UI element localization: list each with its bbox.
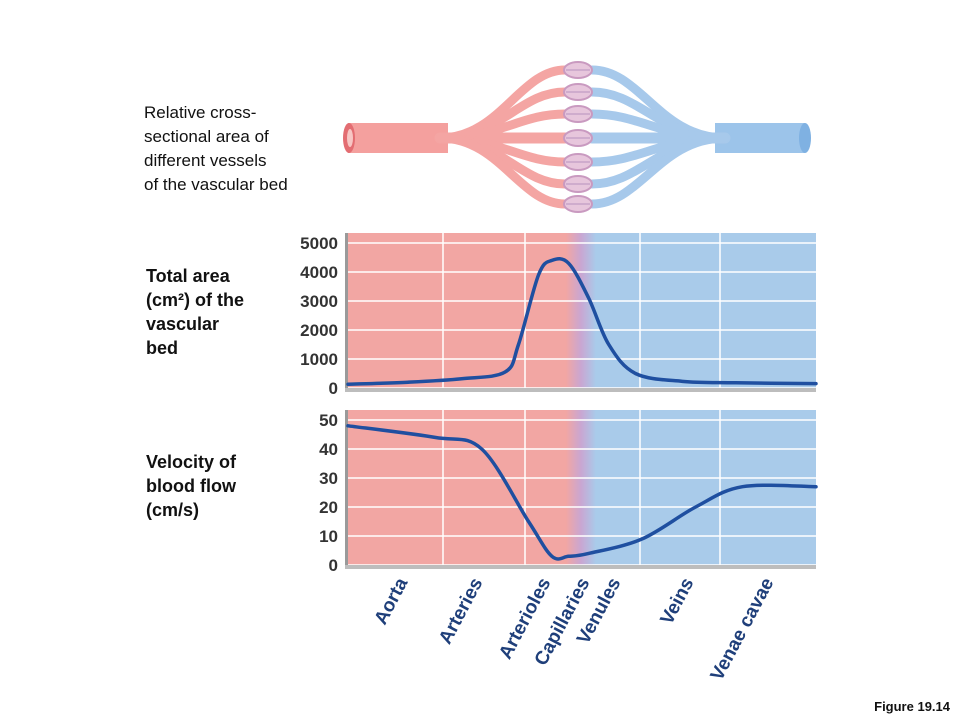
capillary-region (566, 233, 596, 388)
panel-bottom-edge (345, 388, 816, 392)
area-chart-label: Total area (cm²) of the vascular bed (146, 264, 244, 360)
velocity-chart-label: Velocity of blood flow (cm/s) (146, 450, 236, 522)
area-label-line: vascular (146, 314, 220, 334)
category-label: Venae cavae (707, 574, 779, 684)
velocity-label-line: Velocity of (146, 452, 237, 472)
y-tick-label: 30 (319, 469, 338, 488)
y-tick-label: 10 (319, 527, 338, 546)
vessel-diagram-caption: Relative cross- sectional area of differ… (144, 101, 344, 197)
y-tick-label: 40 (319, 440, 338, 459)
category-label: Veins (657, 574, 699, 628)
caption-line: sectional area of (144, 127, 269, 146)
caption-line: of the vascular bed (144, 175, 288, 194)
caption-line: different vessels (144, 151, 267, 170)
series-line (346, 424, 818, 561)
arteriole-branch (435, 133, 570, 209)
y-tick-label: 3000 (300, 292, 338, 311)
category-label: Aorta (371, 574, 413, 628)
vessel-diagram (343, 61, 811, 213)
category-labels: Aorta Arteries ArteriolesCapillariesVenule… (371, 574, 779, 684)
artery-trunk (343, 123, 448, 153)
figure-number: Figure 19.14 (874, 699, 950, 714)
category-label: Arteries (435, 574, 487, 647)
y-tick-label: 0 (329, 379, 338, 398)
venous-region (596, 410, 816, 565)
velocity-label-line: blood flow (146, 476, 236, 496)
panel-left-edge (345, 410, 348, 565)
venous-region (596, 233, 816, 388)
y-tick-label: 2000 (300, 321, 338, 340)
y-tick-label: 4000 (300, 263, 338, 282)
y-tick-label: 1000 (300, 350, 338, 369)
velocity-chart: 0 10 20 30 40 50 (319, 410, 818, 575)
y-tick-label: 0 (329, 556, 338, 575)
area-label-line: (cm²) of the (146, 290, 244, 310)
caption-line: Relative cross- (144, 103, 257, 122)
panel-left-edge (345, 233, 348, 388)
area-label-line: bed (146, 338, 179, 358)
y-tick-label: 20 (319, 498, 338, 517)
velocity-label-line: (cm/s) (146, 500, 200, 520)
series-line (346, 257, 818, 386)
venule-branch (587, 133, 730, 209)
vessel-branches (434, 61, 731, 213)
arterial-region (348, 233, 566, 388)
capillary-region (566, 410, 596, 565)
panel-bottom-edge (345, 565, 816, 569)
arterial-region (348, 410, 566, 565)
area-chart: 0 1000 2000 3000 4000 5000 (300, 233, 818, 398)
y-tick-label: 5000 (300, 234, 338, 253)
area-label-line: Total area (146, 266, 230, 286)
y-tick-label: 50 (319, 411, 338, 430)
